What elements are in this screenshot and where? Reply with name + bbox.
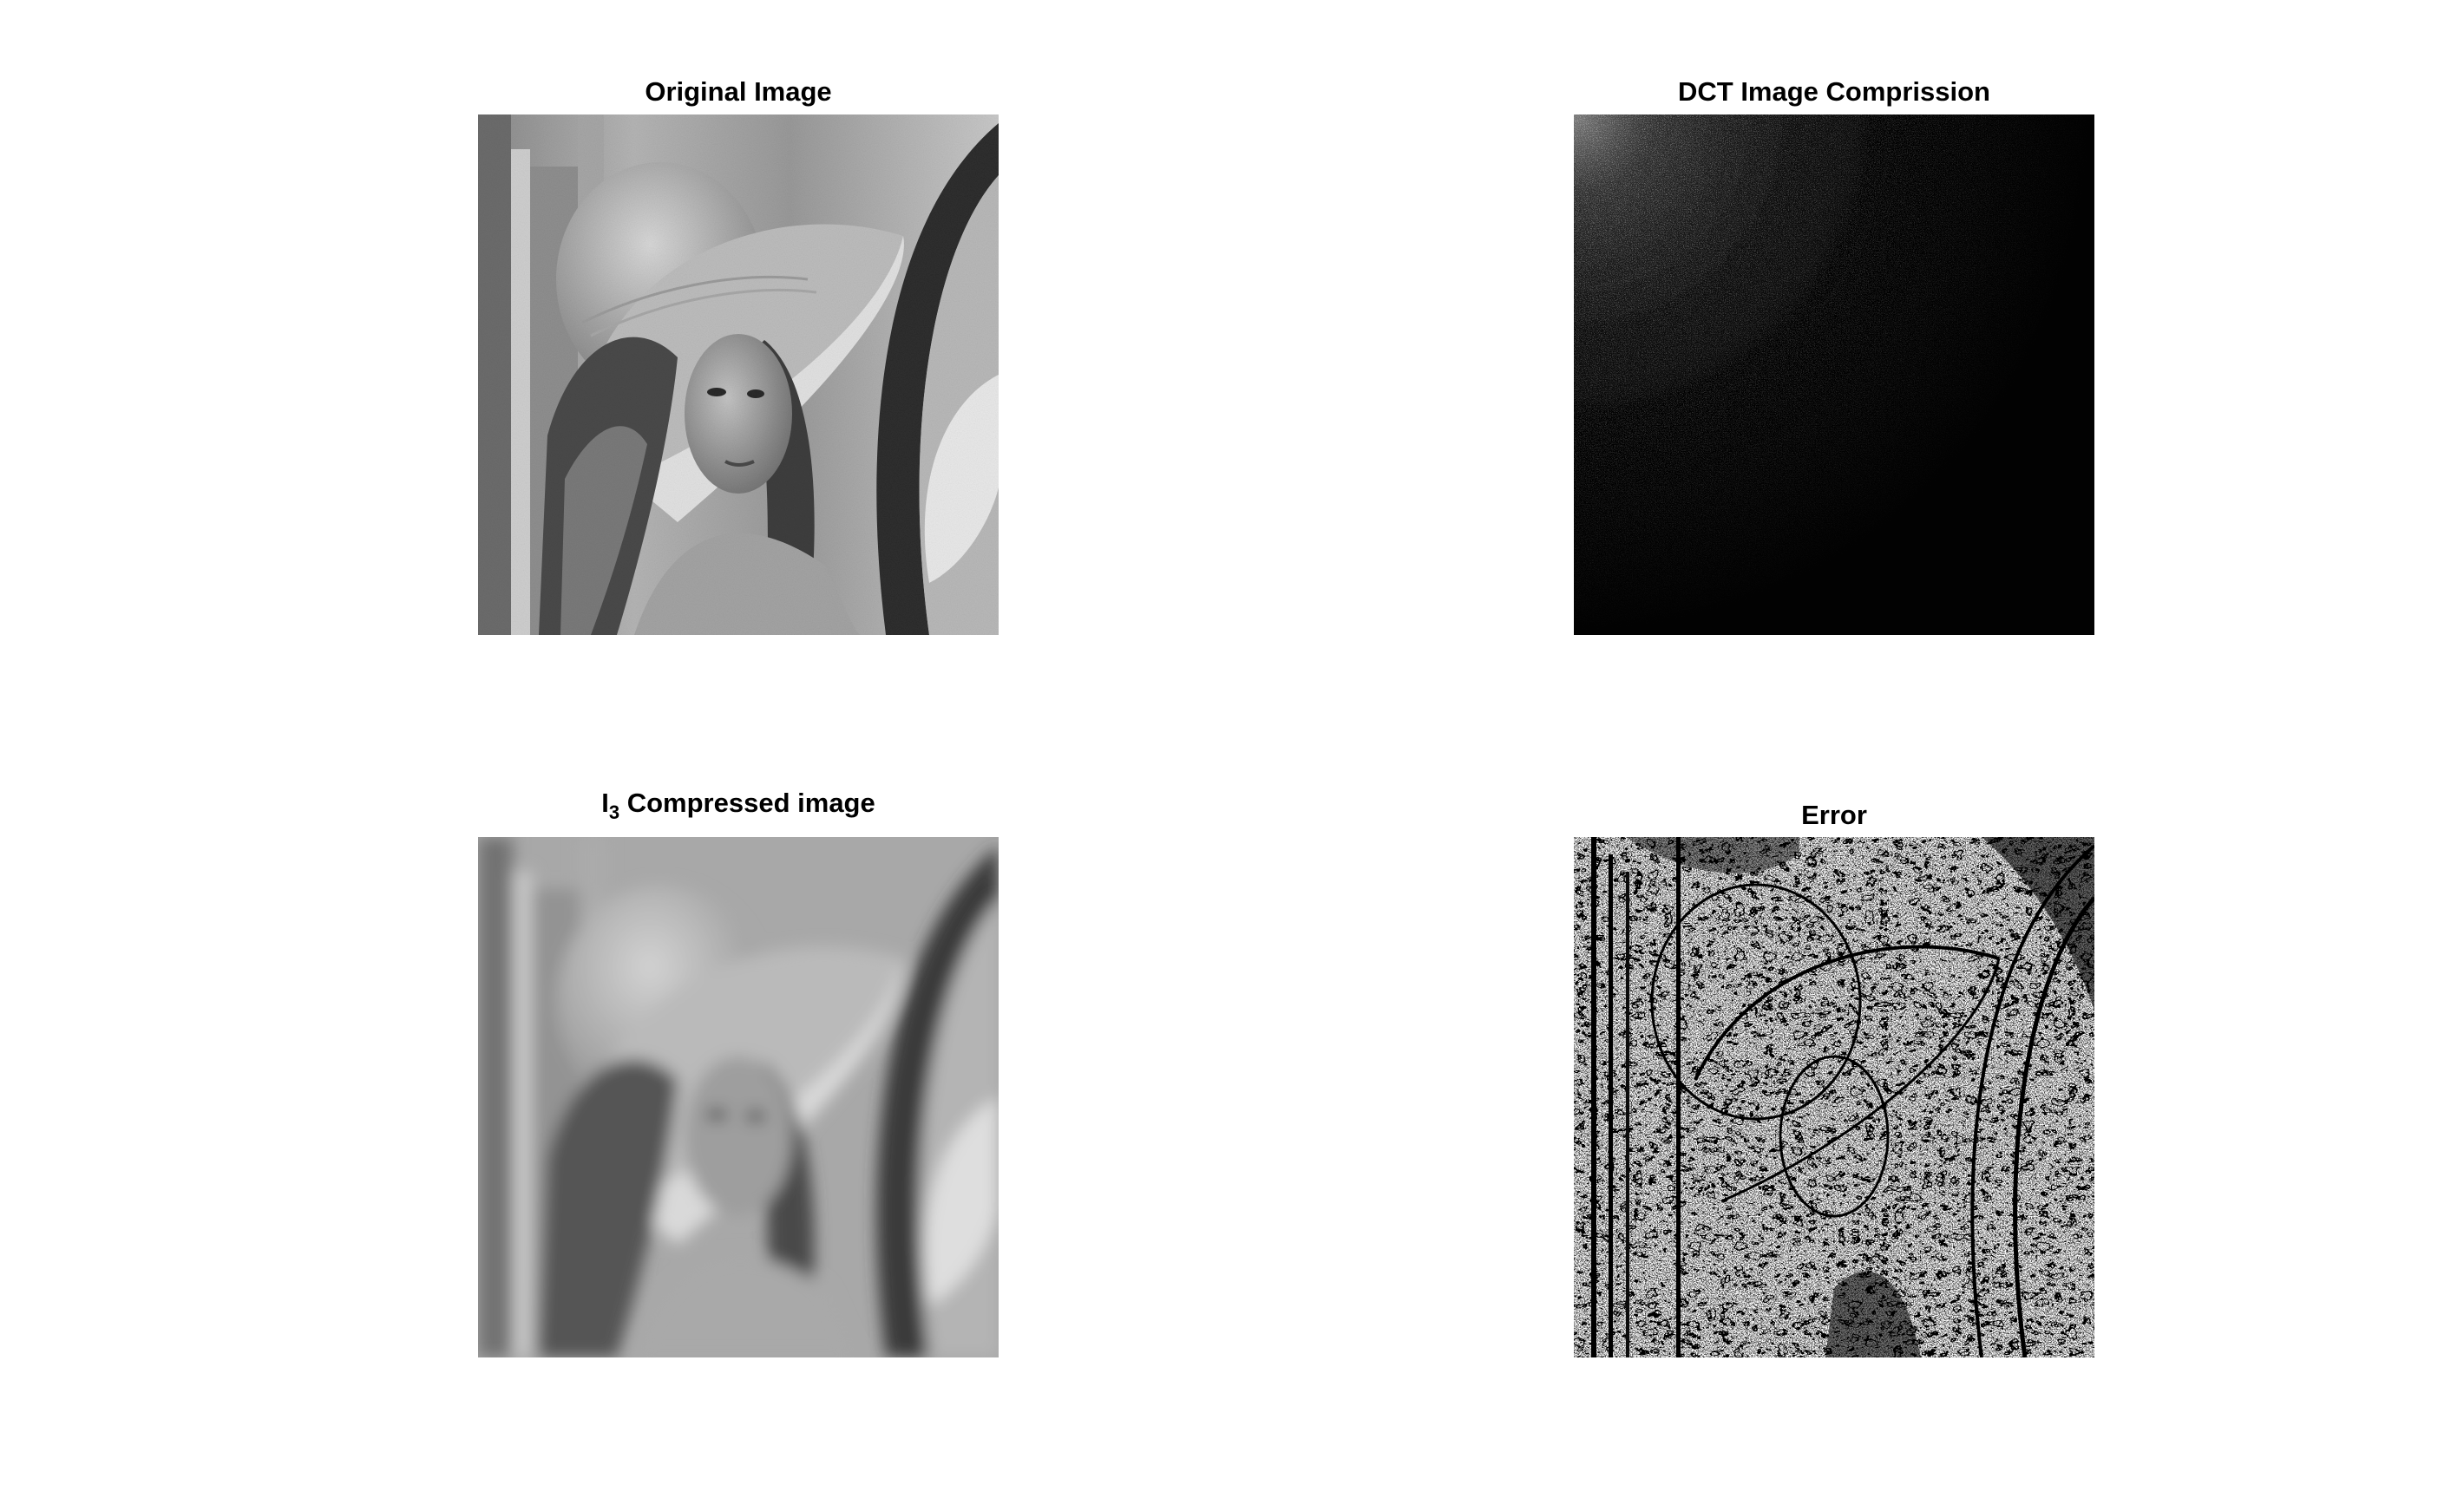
panel-title: I3 Compressed image xyxy=(478,788,999,822)
panel-original: Original Image xyxy=(478,76,999,636)
compressed-image xyxy=(478,837,999,1357)
title-subscript: 3 xyxy=(608,801,620,823)
panel-title: DCT Image Comprission xyxy=(1678,76,1990,107)
title-rest: Compressed image xyxy=(619,788,875,818)
original-image xyxy=(478,114,999,635)
panel-dct: DCT Image Comprission xyxy=(1574,76,2094,636)
panel-title: Error xyxy=(1801,800,1867,830)
error-image xyxy=(1574,837,2094,1357)
panel-title: Original Image xyxy=(645,76,832,107)
panel-error: Error xyxy=(1574,800,2094,1358)
dct-coefficients-image xyxy=(1574,114,2094,635)
panel-compressed: I3 Compressed image xyxy=(478,788,999,1358)
title-main: I xyxy=(601,788,609,818)
